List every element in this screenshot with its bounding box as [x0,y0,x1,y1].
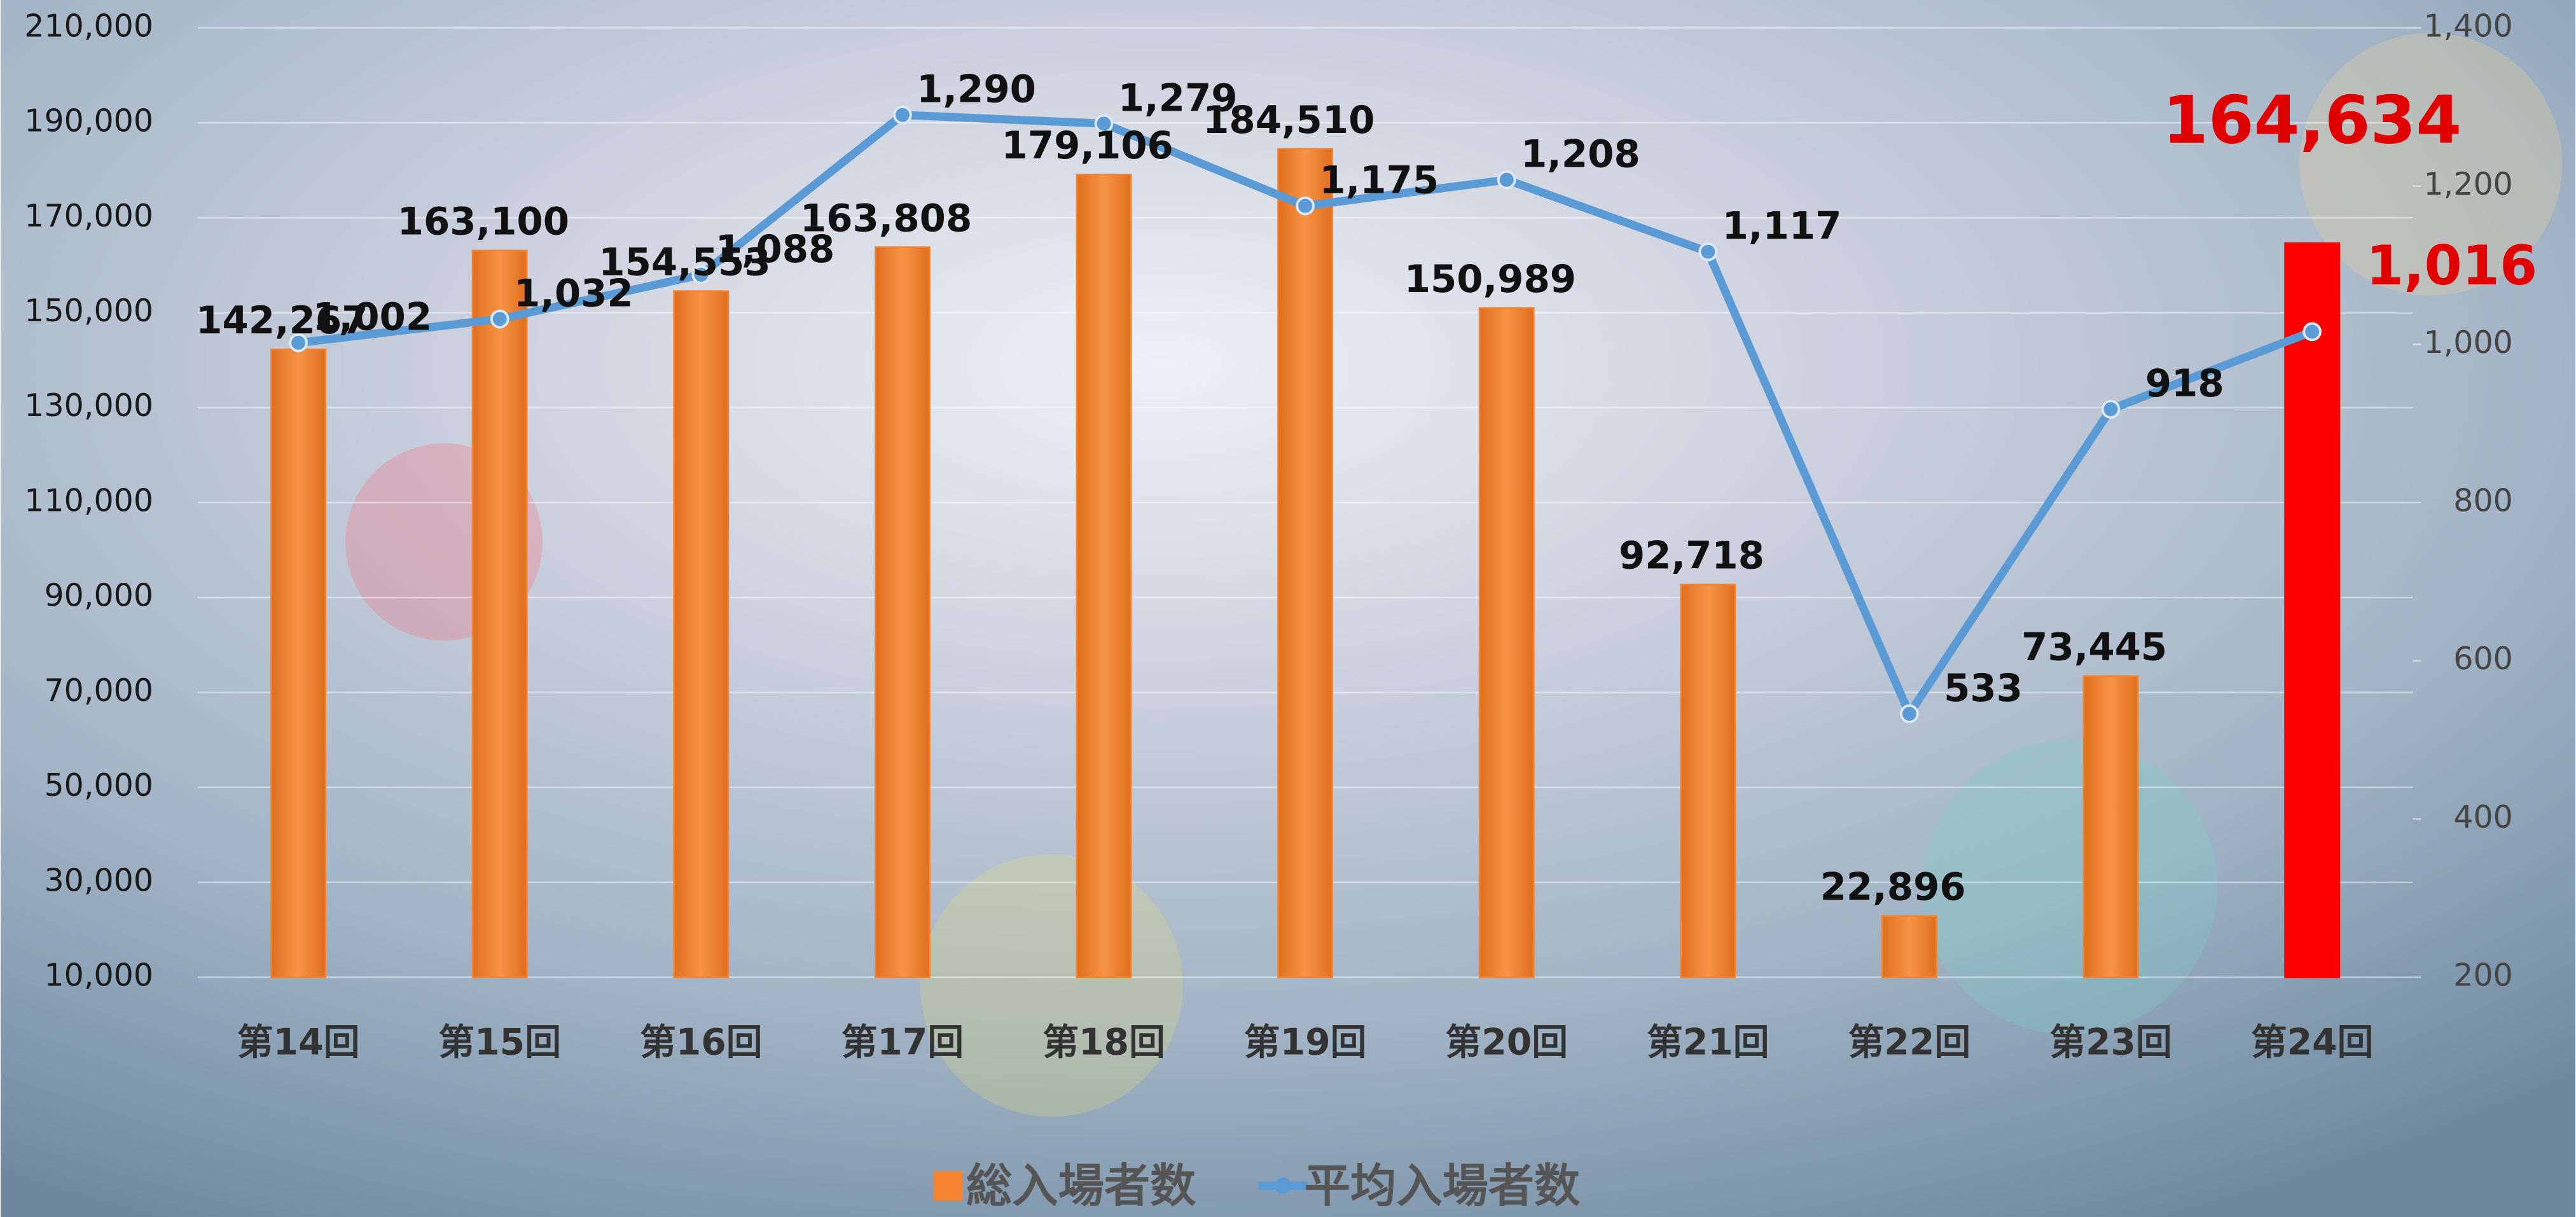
legend-swatch [933,1171,963,1201]
bokeh [920,854,1183,1117]
line-value-label: 918 [2145,362,2224,406]
bar [1076,174,1132,978]
bar [1881,915,1937,978]
line-value-label: 1,175 [1319,159,1439,203]
y-tick-label: 110,000 [24,482,153,518]
bar [1680,583,1736,978]
x-tick-label: 第18回 [1042,1022,1165,1064]
x-tick-label: 第22回 [1848,1022,1971,1064]
line-value-label: 533 [1944,667,2023,711]
x-tick-label: 第23回 [2049,1022,2172,1064]
y-tick-label: 130,000 [24,387,153,424]
y-tick-label: 150,000 [24,292,153,329]
bar-value-label: 164,634 [2163,83,2462,159]
y2-tick-label: 1,000 [2423,324,2512,361]
y-tick-label: 210,000 [24,7,153,44]
line-point [1094,114,1114,134]
plot [270,105,2341,978]
y2-tick-label: 400 [2453,798,2513,835]
bar-value-label: 150,989 [1404,258,1576,302]
line-point [2302,322,2322,342]
line-value-label: 1,279 [1118,76,1238,120]
line-point [1497,170,1516,190]
line-value-label: 1,117 [1722,205,1842,249]
line-point [1296,196,1315,216]
line-value-label: 1,290 [917,68,1036,112]
x-tick-label: 第20回 [1445,1022,1568,1064]
bar-value-label: 73,445 [2021,626,2167,670]
y-tick-label: 30,000 [44,861,153,898]
line-point [1900,704,1919,723]
x-tick-label: 第17回 [841,1022,964,1064]
y-tick-label: 10,000 [44,957,153,994]
x-tick-label: 第15回 [438,1022,561,1064]
line-point [691,265,711,284]
y2-tick-label: 1,200 [2423,165,2512,202]
line-point [490,309,509,329]
line-value-label: 1,016 [2366,235,2537,298]
line-value-label: 1,208 [1521,133,1640,177]
bar-value-label: 142,267 [196,299,368,343]
bar-value-label: 179,106 [1001,124,1173,168]
y2-tick-label: 1,400 [2423,7,2512,44]
bar-value-label: 22,896 [1820,866,1966,910]
y2-tick-label: 600 [2453,640,2513,677]
line-value-label: 1,032 [514,272,634,316]
bar [673,290,730,978]
bar-value-label: 154,553 [599,240,770,284]
legend-label: 総入場者数 [966,1160,1196,1213]
bar [2284,242,2341,978]
x-tick-label: 第16回 [640,1022,763,1064]
bar-value-label: 163,808 [800,197,972,240]
legend-swatch [1275,1178,1292,1194]
y-tick-label: 50,000 [44,767,153,803]
bar [1478,307,1535,978]
legend-label: 平均入場者数 [1305,1160,1581,1213]
bar [1277,148,1333,978]
line-value-label: 1,002 [312,296,432,340]
bar [270,348,326,978]
y-tick-label: 90,000 [44,577,153,614]
bar-value-label: 163,100 [398,200,569,244]
y-tick-label: 190,000 [24,102,153,139]
line-point [2101,400,2121,419]
labels: 10,000 30,000 50,000 70,000 90,000 110,000 130… [24,7,2537,1213]
y2-tick-label: 800 [2453,482,2513,518]
bar-value-label: 184,510 [1203,99,1375,143]
y-tick-label: 170,000 [24,197,153,234]
bar [471,249,528,978]
line-point [1698,242,1718,261]
line-point [289,333,308,352]
bar [875,246,931,978]
x-tick-label: 第14回 [237,1022,360,1064]
bokeh [1922,739,2218,1035]
line-point [893,105,912,125]
y-tick-label: 70,000 [44,672,153,709]
y2-tick-label: 200 [2453,957,2513,994]
x-tick-label: 第24回 [2251,1022,2374,1064]
x-tick-label: 第21回 [1647,1022,1769,1064]
bokeh [2299,32,2563,296]
x-tick-label: 第19回 [1244,1022,1367,1064]
line-value-label: 1,088 [716,228,835,272]
bar-value-label: 92,718 [1619,534,1764,578]
bar [2082,675,2139,978]
